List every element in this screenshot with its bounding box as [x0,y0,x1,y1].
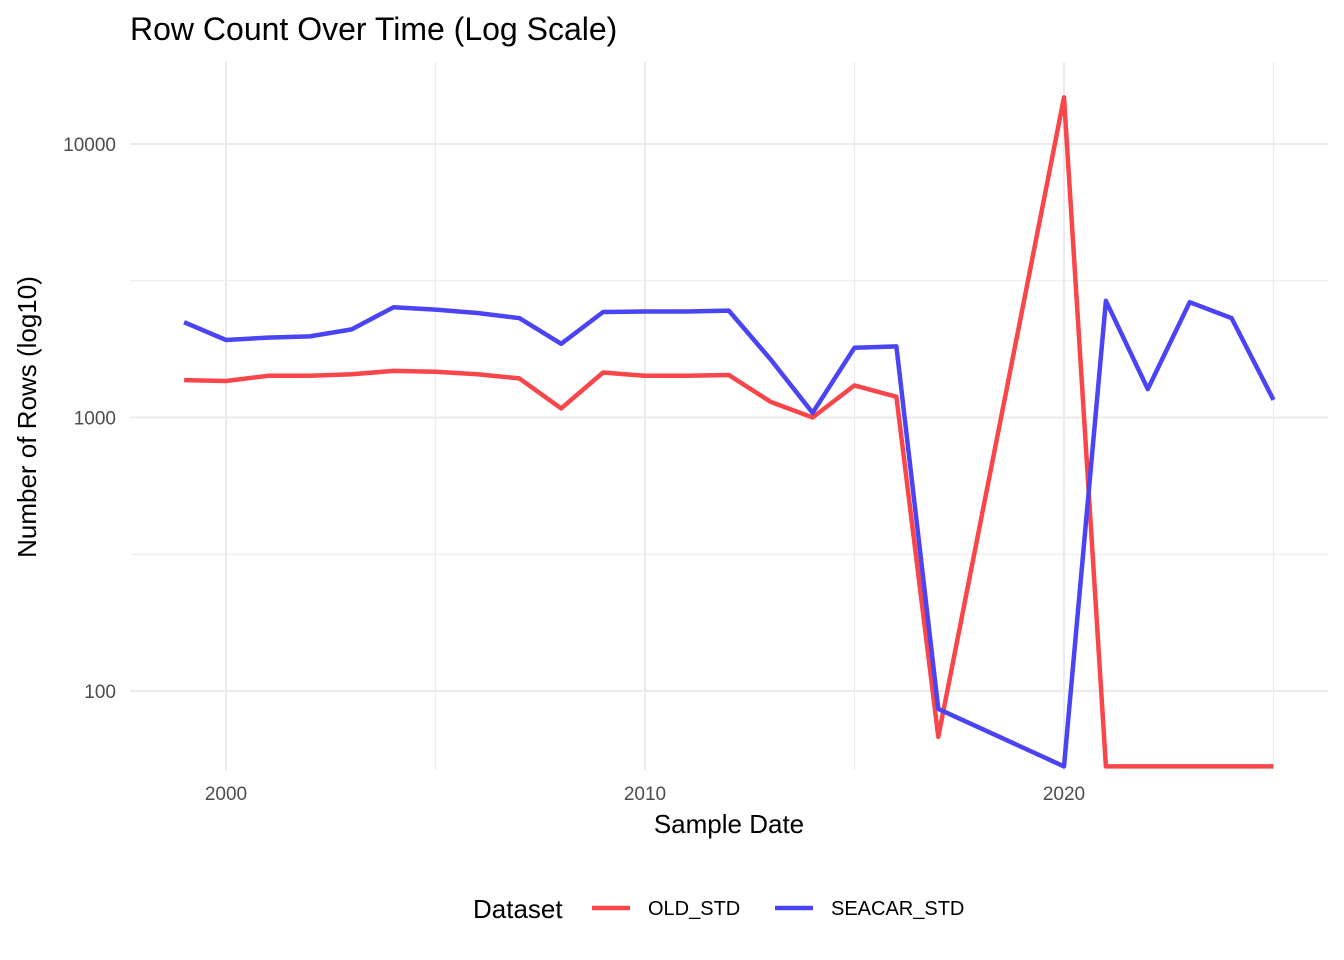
y-tick-label: 1000 [74,409,116,430]
x-tick-label: 2000 [205,784,247,805]
chart-title: Row Count Over Time (Log Scale) [130,11,617,47]
legend-label: OLD_STD [648,898,740,920]
x-axis-tick-labels: 2000 2010 2020 [205,784,1085,805]
series-line-old-std [184,95,1274,769]
x-axis-title: Sample Date [654,809,804,839]
legend-label: SEACAR_STD [831,898,964,920]
series-line-seacar-std [183,298,1276,769]
y-tick-label: 100 [84,682,116,703]
legend-items: OLD_STD SEACAR_STD [592,898,964,920]
legend: Dataset OLD_STD SEACAR_STD [473,894,964,924]
legend-title: Dataset [473,894,563,924]
legend-item: SEACAR_STD [775,898,964,920]
x-tick-label: 2020 [1043,784,1085,805]
x-tick-label: 2010 [624,784,666,805]
y-axis-tick-labels: 100 1000 10000 [63,135,116,703]
y-tick-label: 10000 [63,135,116,156]
series-lines [183,95,1276,769]
grid-lines [130,62,1328,770]
legend-item: OLD_STD [592,898,740,920]
y-axis-title: Number of Rows (log10) [12,276,42,558]
